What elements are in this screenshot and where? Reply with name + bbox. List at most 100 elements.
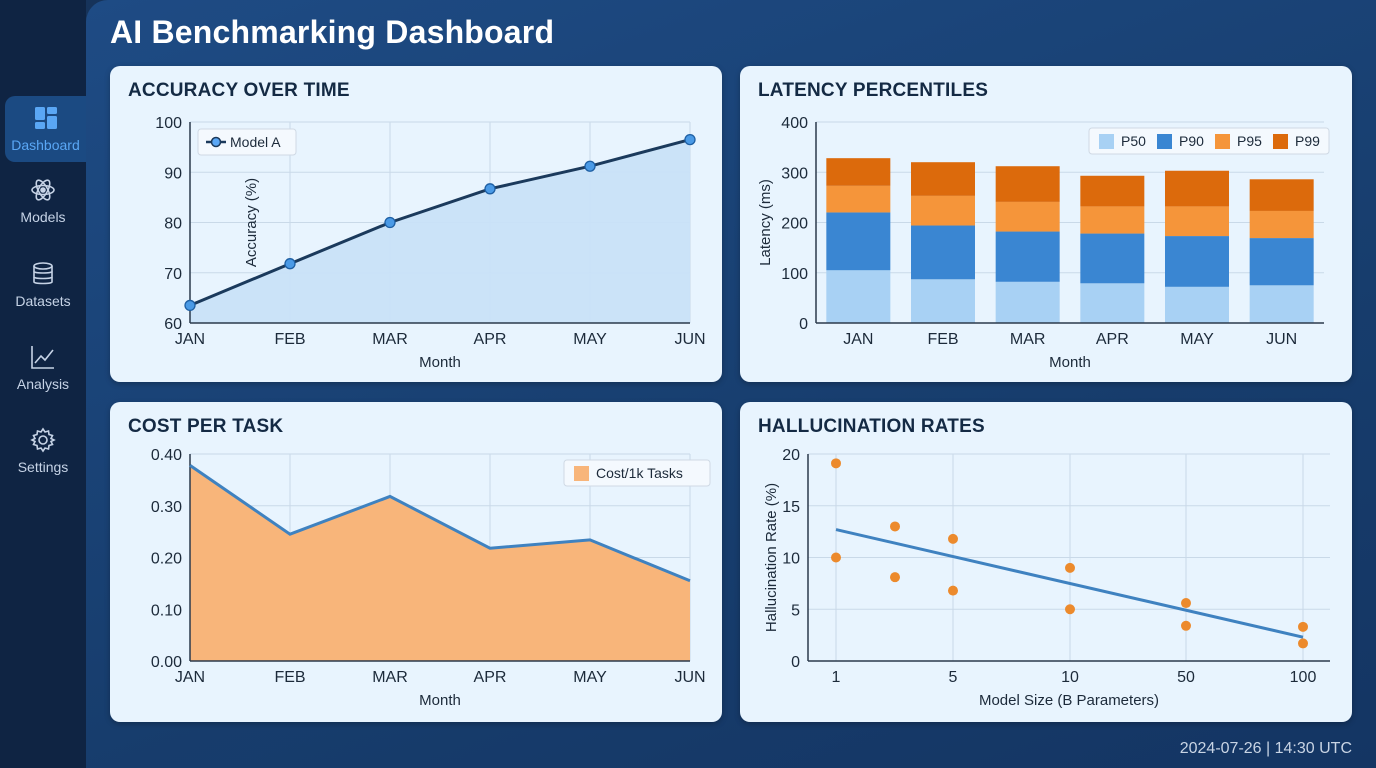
latency-panel: LATENCY PERCENTILES 0 100 200 300 400 Latency… — [740, 66, 1352, 382]
x-tick-label: JAN — [175, 669, 205, 686]
scatter-point — [831, 458, 841, 469]
hallucination-panel: HALLUCINATION RATES 0 5 10 15 20 Hallucinatio… — [740, 402, 1352, 722]
x-axis-label: Month — [419, 354, 461, 371]
atom-icon — [31, 179, 55, 201]
bar-segment-p90 — [826, 212, 891, 271]
y-tick-label: 5 — [791, 602, 800, 619]
latency-title: LATENCY PERCENTILES — [758, 80, 989, 101]
data-point — [584, 160, 596, 172]
area-fill-cost — [190, 465, 690, 661]
x-tick-label: 50 — [1177, 669, 1195, 686]
accuracy-panel: ACCURACY OVER TIME 60 70 80 90 100 Accuracy (… — [110, 66, 722, 382]
nav-models[interactable]: Models — [0, 168, 86, 234]
legend-swatch — [1273, 134, 1288, 149]
legend-label: Cost/1k Tasks — [596, 465, 683, 481]
nav-models-label: Models — [20, 209, 66, 225]
x-tick-label: MAR — [372, 331, 408, 348]
x-tick-label: 5 — [949, 669, 958, 686]
scatter-point — [831, 552, 841, 563]
y-tick-label: 0.00 — [151, 654, 182, 671]
legend-marker — [210, 136, 222, 148]
y-tick-label: 0.40 — [151, 447, 182, 464]
data-point — [484, 183, 496, 195]
legend-swatch — [574, 466, 589, 481]
legend-label: P50 — [1121, 133, 1146, 149]
page-title: AI Benchmarking Dashboard — [110, 14, 555, 50]
x-axis-label: Month — [419, 692, 461, 709]
bar-segment-p90 — [911, 225, 975, 280]
y-tick-label: 100 — [781, 266, 808, 283]
x-axis-label: Month — [1049, 354, 1091, 371]
x-tick-label: APR — [474, 669, 507, 686]
legend-label: Model A — [230, 134, 281, 150]
y-axis-label: Accuracy (%) — [243, 178, 260, 267]
data-point — [384, 216, 396, 229]
bar-segment-p90 — [1249, 238, 1314, 286]
x-tick-label: JUN — [674, 669, 705, 686]
bar-segment-p95 — [911, 195, 975, 226]
scatter-point — [1065, 562, 1075, 573]
bar-segment-p50 — [1249, 285, 1314, 323]
y-tick-label: 200 — [781, 216, 808, 233]
bar-segment-p99 — [1249, 179, 1314, 211]
dashboard-icon — [34, 107, 57, 129]
y-tick-label: 300 — [781, 165, 808, 182]
database-icon — [33, 262, 53, 285]
scatter-point — [890, 572, 900, 583]
x-tick-label: MAY — [573, 669, 607, 686]
y-axis-label: Latency (ms) — [757, 179, 774, 266]
nav-analysis-label: Analysis — [16, 376, 70, 392]
y-tick-label: 0.10 — [151, 602, 182, 619]
x-tick-label: 100 — [1290, 669, 1317, 686]
scatter-point — [1298, 621, 1308, 632]
trend-line — [835, 528, 1304, 639]
chart-line-icon — [31, 346, 54, 369]
bar-segment-p95 — [1080, 206, 1145, 234]
nav-dashboard[interactable]: Dashboard — [5, 96, 86, 162]
nav-dashboard-label: Dashboard — [11, 137, 80, 153]
bar-segment-p50 — [1080, 283, 1145, 323]
legend-box — [563, 459, 711, 487]
legend-swatch — [1215, 134, 1230, 149]
legend-label: P95 — [1237, 133, 1262, 149]
bar-segment-p95 — [826, 185, 891, 213]
bar-segment-p50 — [995, 281, 1060, 323]
nav-settings[interactable]: Settings — [0, 418, 86, 484]
bar-segment-p99 — [826, 158, 891, 186]
nav-analysis[interactable]: Analysis — [0, 335, 86, 401]
scatter-point — [890, 521, 900, 532]
scatter-point — [1065, 604, 1075, 615]
x-tick-label: MAY — [573, 331, 607, 348]
scatter-point — [1298, 638, 1308, 649]
bar-segment-p99 — [911, 162, 975, 196]
y-tick-label: 90 — [164, 165, 182, 182]
x-tick-label: 1 — [832, 669, 841, 686]
y-tick-label: 400 — [781, 115, 808, 132]
x-tick-label: JAN — [843, 331, 873, 348]
x-tick-label: FEB — [274, 331, 305, 348]
bar-segment-p95 — [1249, 210, 1314, 239]
x-axis-label: Model Size (B Parameters) — [979, 692, 1159, 709]
timestamp: 2024-07-26 | 14:30 UTC — [1179, 740, 1352, 757]
legend-swatch — [1157, 134, 1172, 149]
bar-segment-p95 — [1165, 206, 1229, 237]
area-fill-model-a — [190, 139, 690, 323]
y-tick-label: 0.20 — [151, 551, 182, 568]
nav-datasets[interactable]: Datasets — [0, 252, 86, 318]
data-point — [684, 133, 696, 146]
latency-chart: 0 100 200 300 400 Latency (ms) Month JAN FEB MAR A… — [757, 115, 1330, 371]
y-tick-label: 70 — [164, 266, 182, 283]
accuracy-chart: 60 70 80 90 100 Accuracy (%) Month JAN FEB MAR APR… — [155, 115, 705, 371]
accuracy-title: ACCURACY OVER TIME — [128, 80, 350, 101]
bar-segment-p90 — [995, 231, 1060, 282]
x-tick-label: JAN — [175, 331, 205, 348]
gear-icon — [30, 427, 56, 453]
series-line-cost — [189, 464, 691, 583]
y-tick-label: 20 — [782, 447, 800, 464]
x-tick-label: FEB — [274, 669, 305, 686]
bar-segment-p50 — [1165, 286, 1229, 323]
y-tick-label: 15 — [782, 499, 800, 516]
y-tick-label: 10 — [782, 551, 800, 568]
scatter-point — [948, 585, 958, 596]
